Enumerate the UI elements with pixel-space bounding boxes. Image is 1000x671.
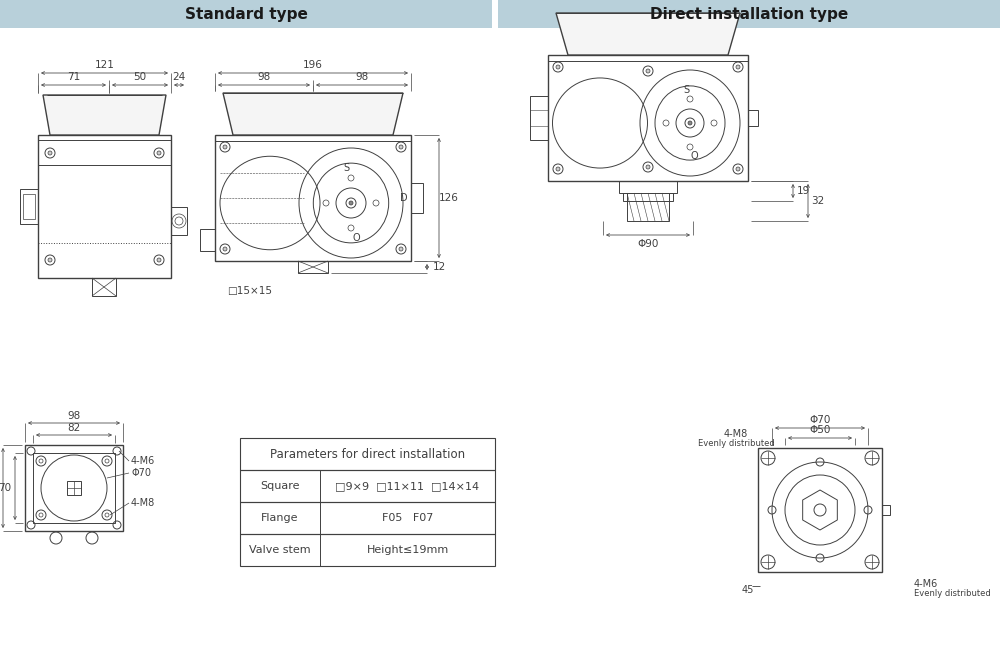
Text: 45: 45 [742,585,754,595]
Text: 32: 32 [811,196,825,206]
Text: 12: 12 [432,262,446,272]
Bar [498,0,1000,28]
Bar [171,207,187,235]
Bar [748,110,758,126]
Text: Parameters for direct installation: Parameters for direct installation [270,448,465,460]
Polygon shape [556,13,740,55]
Bar [0,0,492,28]
Text: Standard type: Standard type [185,7,307,21]
Circle shape [399,247,403,251]
Text: 70: 70 [0,483,12,493]
Circle shape [157,258,161,262]
Text: 196: 196 [303,60,323,70]
Circle shape [48,151,52,155]
Bar [200,229,215,251]
Bar [23,194,35,219]
Polygon shape [223,93,403,135]
Text: 98: 98 [257,72,271,82]
Bar [67,481,81,495]
Bar [92,278,116,296]
Bar [240,470,495,502]
Circle shape [223,145,227,149]
Text: 126: 126 [439,193,459,203]
Text: □9×9  □11×11  □14×14: □9×9 □11×11 □14×14 [335,481,480,491]
Circle shape [736,65,740,69]
Circle shape [48,258,52,262]
Text: Direct installation type: Direct installation type [650,7,848,21]
Text: F05   F07: F05 F07 [382,513,433,523]
Circle shape [223,247,227,251]
Bar [411,183,423,213]
Text: O: O [352,233,360,243]
Text: 19: 19 [796,186,810,196]
Text: O: O [690,151,698,161]
Bar [623,193,673,201]
Text: 82: 82 [67,423,81,433]
Text: Φ70: Φ70 [809,415,831,425]
Text: 98: 98 [355,72,369,82]
Text: 121: 121 [95,60,114,70]
Circle shape [556,65,560,69]
Bar [240,534,495,566]
Bar [33,453,115,523]
Bar [20,189,38,224]
Text: 50: 50 [133,72,147,82]
Text: S: S [683,85,689,95]
Text: 71: 71 [67,72,80,82]
Circle shape [157,151,161,155]
Text: Φ70: Φ70 [131,468,151,478]
Bar [758,448,882,572]
Circle shape [646,165,650,169]
Text: Evenly distributed: Evenly distributed [698,440,774,448]
Bar [548,55,748,181]
Circle shape [556,167,560,171]
Text: 24: 24 [172,72,186,82]
Text: S: S [343,164,349,173]
Bar [882,505,890,515]
Text: Valve stem: Valve stem [249,545,311,555]
Circle shape [688,121,692,125]
Text: □15×15: □15×15 [228,286,272,296]
Bar [627,193,669,221]
Bar [530,96,548,140]
Text: Flange: Flange [261,513,299,523]
Text: Φ90: Φ90 [637,239,659,249]
Text: Height≤19mm: Height≤19mm [366,545,449,555]
Text: Φ50: Φ50 [809,425,831,435]
Text: 4-M8: 4-M8 [131,498,155,508]
Bar [240,438,495,470]
Polygon shape [43,95,166,135]
Text: 4-M6: 4-M6 [131,456,155,466]
Text: Evenly distributed: Evenly distributed [914,590,991,599]
Bar [215,135,411,261]
Bar [298,261,328,273]
Bar [38,135,171,278]
Bar [240,502,495,534]
Text: 98: 98 [67,411,81,421]
Bar [25,445,123,531]
Text: Square: Square [260,481,300,491]
Text: 4-M8: 4-M8 [724,429,748,439]
Text: D: D [400,193,408,203]
Text: 4-M6: 4-M6 [914,579,938,589]
Circle shape [399,145,403,149]
Circle shape [646,69,650,73]
Bar [619,181,677,193]
Circle shape [349,201,353,205]
Circle shape [736,167,740,171]
